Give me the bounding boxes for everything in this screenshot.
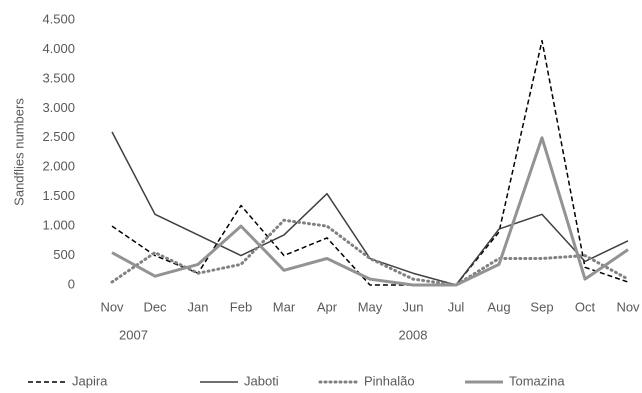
x-tick-label: Mar: [273, 299, 296, 314]
legend-label: Japira: [72, 373, 108, 388]
x-tick-label: Feb: [230, 299, 252, 314]
y-tick-label: 500: [53, 247, 75, 262]
x-tick-label: Jan: [188, 299, 209, 314]
year-label: 2008: [399, 327, 428, 342]
y-tick-label: 2.500: [42, 129, 75, 144]
legend-label: Jaboti: [244, 373, 279, 388]
y-tick-label: 1.500: [42, 188, 75, 203]
x-tick-label: Nov: [100, 299, 124, 314]
y-tick-label: 4.500: [42, 11, 75, 26]
x-tick-label: Aug: [487, 299, 510, 314]
year-label: 2007: [119, 327, 148, 342]
x-tick-label: Oct: [575, 299, 596, 314]
y-tick-label: 3.500: [42, 70, 75, 85]
y-tick-label: 0: [68, 276, 75, 291]
y-tick-label: 1.000: [42, 218, 75, 233]
y-axis-label: Sandflies numbers: [11, 98, 26, 206]
x-tick-label: Jul: [448, 299, 465, 314]
x-tick-label: Apr: [317, 299, 338, 314]
series-line: [110, 218, 630, 287]
legend-label: Pinhalão: [364, 373, 415, 388]
x-tick-label: May: [358, 299, 383, 314]
x-tick-label: Nov: [616, 299, 640, 314]
y-tick-label: 4.000: [42, 41, 75, 56]
x-tick-label: Dec: [143, 299, 167, 314]
y-tick-label: 3.000: [42, 100, 75, 115]
legend-label: Tomazina: [509, 373, 565, 388]
x-tick-label: Sep: [530, 299, 553, 314]
series-line: [111, 136, 629, 287]
series-line: [111, 131, 629, 286]
y-tick-label: 2.000: [42, 159, 75, 174]
x-tick-label: Jun: [403, 299, 424, 314]
